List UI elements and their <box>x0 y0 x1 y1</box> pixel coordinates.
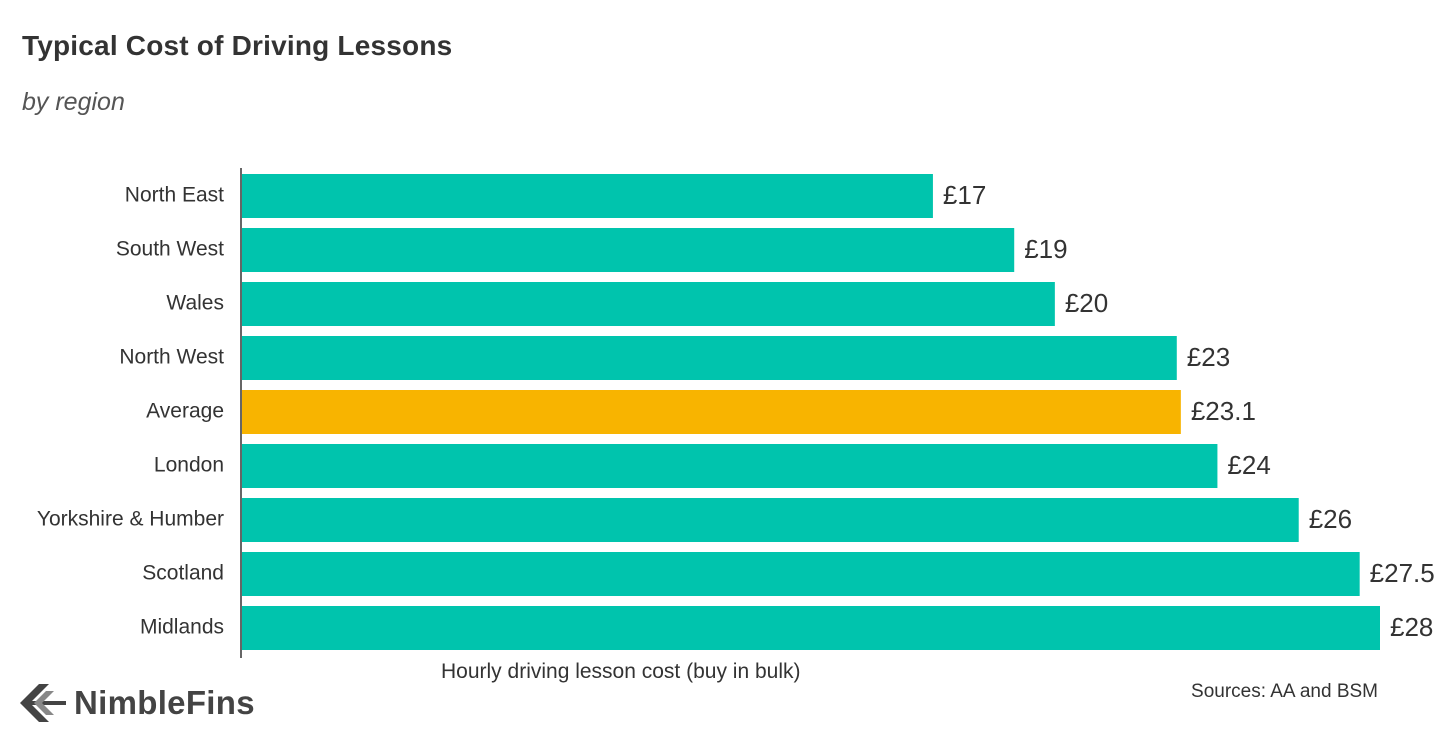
source-note: Sources: AA and BSM <box>1191 681 1378 702</box>
category-label: London <box>154 454 224 477</box>
bar <box>242 228 1015 272</box>
brand-logo: NimbleFins <box>20 684 255 722</box>
bar <box>242 606 1380 650</box>
bar <box>242 336 1177 380</box>
value-label: £26 <box>1309 504 1352 534</box>
category-label: Average <box>146 400 224 423</box>
category-label: Yorkshire & Humber <box>37 508 224 531</box>
bar <box>242 174 933 218</box>
bar <box>242 552 1360 596</box>
bar <box>242 498 1299 542</box>
category-label: Wales <box>166 292 224 315</box>
bar <box>242 444 1218 488</box>
bar <box>242 390 1181 434</box>
chart-title: Typical Cost of Driving Lessons <box>22 30 453 61</box>
value-label: £19 <box>1024 234 1067 264</box>
category-label: South West <box>116 238 224 261</box>
category-label: North West <box>119 346 224 369</box>
value-label: £27.5 <box>1370 558 1435 588</box>
chart-subtitle: by region <box>22 88 125 116</box>
value-label: £28 <box>1390 612 1433 642</box>
bar <box>242 282 1055 326</box>
value-label: £20 <box>1065 288 1108 318</box>
category-label: Scotland <box>142 562 224 585</box>
value-label: £23 <box>1187 342 1230 372</box>
value-label: £24 <box>1227 450 1270 480</box>
value-label: £23.1 <box>1191 396 1256 426</box>
category-label: Midlands <box>140 616 224 639</box>
arrow-left-icon <box>20 684 66 722</box>
category-label: North East <box>125 184 224 207</box>
brand-name: NimbleFins <box>74 684 255 721</box>
x-axis-label: Hourly driving lesson cost (buy in bulk) <box>441 660 801 683</box>
value-label: £17 <box>943 180 986 210</box>
